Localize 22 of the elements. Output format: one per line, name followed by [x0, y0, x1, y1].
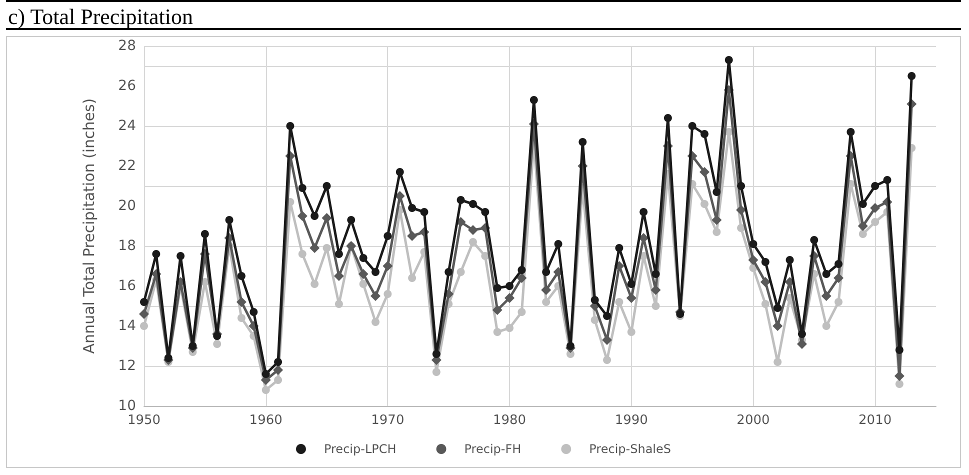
y-tick-label: 20	[118, 198, 136, 214]
x-tick-label: 2010	[858, 413, 892, 428]
x-tick-label: 1980	[492, 413, 526, 428]
chart-title: c) Total Precipitation	[6, 0, 961, 30]
y-tick-label: 18	[118, 238, 136, 254]
x-tick-label: 2000	[736, 413, 770, 428]
legend-label: Precip-LPCH	[324, 442, 396, 456]
y-tick-label: 24	[118, 118, 136, 134]
y-tick-label: 26	[118, 78, 136, 94]
legend-label: Precip-FH	[464, 442, 522, 456]
y-tick-label: 10	[118, 398, 136, 414]
y-tick-label: 22	[118, 158, 136, 174]
y-axis-title: Annual Total Precipitation (inches)	[80, 98, 98, 354]
x-tick-label: 1960	[249, 413, 282, 428]
y-tick-label: 16	[118, 278, 136, 294]
x-tick-label: 1990	[614, 413, 648, 428]
x-tick-label: 1970	[371, 413, 404, 428]
x-tick-label: 1950	[127, 413, 161, 428]
legend-label: Precip-ShaleS	[589, 442, 672, 456]
y-tick-label: 28	[118, 38, 136, 54]
y-tick-label: 14	[118, 318, 136, 334]
y-tick-label: 12	[118, 358, 136, 374]
